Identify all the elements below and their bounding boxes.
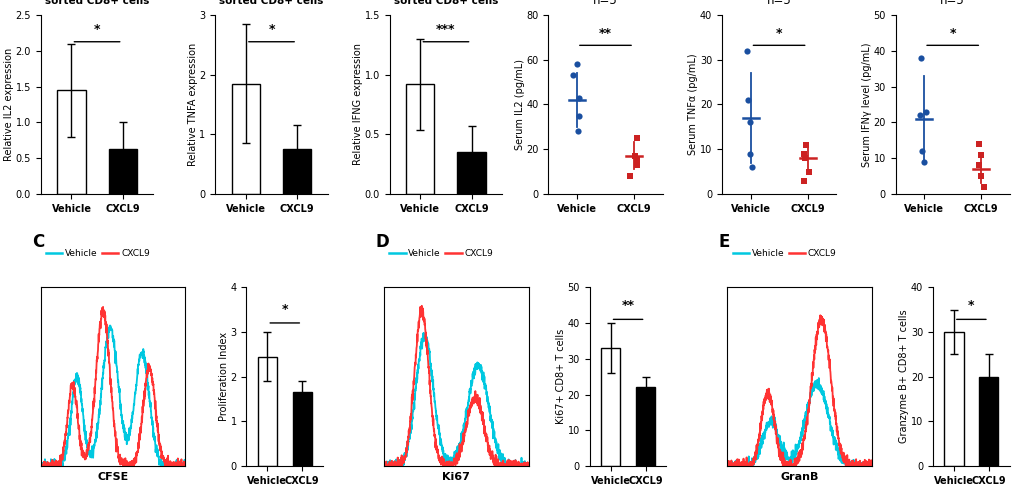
Point — [969, 161, 985, 169]
Y-axis label: Relative IL2 expression: Relative IL2 expression — [4, 48, 14, 161]
Bar — [457, 152, 485, 194]
Point — [797, 141, 813, 149]
Point — [629, 134, 645, 142]
Text: C: C — [32, 234, 45, 251]
Point — [917, 108, 933, 116]
Y-axis label: Relative TNFA expression: Relative TNFA expression — [187, 43, 198, 166]
Y-axis label: Granzyme B+ CD8+ T cells: Granzyme B+ CD8+ T cells — [899, 310, 909, 443]
Text: *: * — [949, 27, 955, 40]
Bar — [635, 387, 654, 466]
Bar — [944, 332, 963, 466]
Y-axis label: Relative IFNG expression: Relative IFNG expression — [353, 44, 363, 166]
Point — [975, 183, 991, 191]
Point — [795, 177, 811, 185]
Bar — [282, 149, 311, 194]
Y-axis label: Serum TNFα (pg/mL): Serum TNFα (pg/mL) — [688, 54, 698, 155]
X-axis label: GranB: GranB — [780, 472, 818, 482]
Point — [742, 150, 758, 158]
Bar — [57, 90, 86, 194]
Point — [913, 147, 929, 155]
Text: **: ** — [598, 27, 611, 40]
Text: *: * — [268, 23, 274, 36]
Text: ***: *** — [436, 23, 455, 36]
Point — [629, 156, 645, 164]
Legend: Vehicle, CXCL9: Vehicle, CXCL9 — [385, 245, 496, 261]
Legend: Vehicle, CXCL9: Vehicle, CXCL9 — [43, 245, 153, 261]
Point — [626, 152, 642, 160]
Legend: Vehicle, CXCL9: Vehicle, CXCL9 — [729, 245, 840, 261]
Title: n=5: n=5 — [766, 0, 791, 7]
Title: sorted CD8+ cells: sorted CD8+ cells — [393, 0, 497, 6]
Point — [971, 172, 987, 180]
Y-axis label: Ki67+ CD8+ T cells: Ki67+ CD8+ T cells — [555, 329, 566, 424]
Text: *: * — [775, 27, 782, 40]
Point — [569, 60, 585, 68]
Point — [741, 119, 757, 126]
X-axis label: Ki67: Ki67 — [442, 472, 470, 482]
Text: *: * — [967, 299, 974, 312]
Point — [565, 71, 581, 79]
Point — [972, 151, 988, 159]
Text: *: * — [281, 303, 287, 316]
Title: sorted CD8+ cells: sorted CD8+ cells — [45, 0, 149, 6]
Point — [744, 163, 760, 171]
Bar — [292, 392, 312, 466]
Title: n=5: n=5 — [592, 0, 618, 7]
Title: sorted CD8+ cells: sorted CD8+ cells — [219, 0, 323, 6]
Bar — [108, 149, 137, 194]
Point — [738, 47, 754, 55]
Point — [570, 127, 586, 135]
Bar — [231, 83, 260, 194]
Point — [801, 168, 817, 176]
Bar — [600, 348, 620, 466]
Y-axis label: Serum IFNγ level (pg/mL): Serum IFNγ level (pg/mL) — [861, 42, 871, 167]
Bar — [406, 84, 434, 194]
Point — [915, 158, 931, 166]
Text: D: D — [375, 234, 389, 251]
Point — [628, 161, 644, 169]
Point — [912, 54, 928, 62]
Point — [739, 96, 755, 104]
Point — [571, 112, 587, 120]
Title: n=5: n=5 — [940, 0, 964, 7]
Text: **: ** — [621, 299, 634, 312]
Y-axis label: Serum IL2 (pg/mL): Serum IL2 (pg/mL) — [515, 59, 525, 150]
Point — [911, 111, 927, 119]
Y-axis label: Proliferation Index: Proliferation Index — [219, 332, 229, 421]
Bar — [258, 357, 276, 466]
Bar — [978, 376, 998, 466]
Point — [970, 140, 986, 148]
Point — [795, 150, 811, 158]
Text: E: E — [718, 234, 730, 251]
X-axis label: CFSE: CFSE — [98, 472, 128, 482]
Point — [622, 172, 638, 180]
Text: *: * — [94, 23, 100, 36]
Point — [571, 94, 587, 102]
Point — [796, 154, 812, 162]
